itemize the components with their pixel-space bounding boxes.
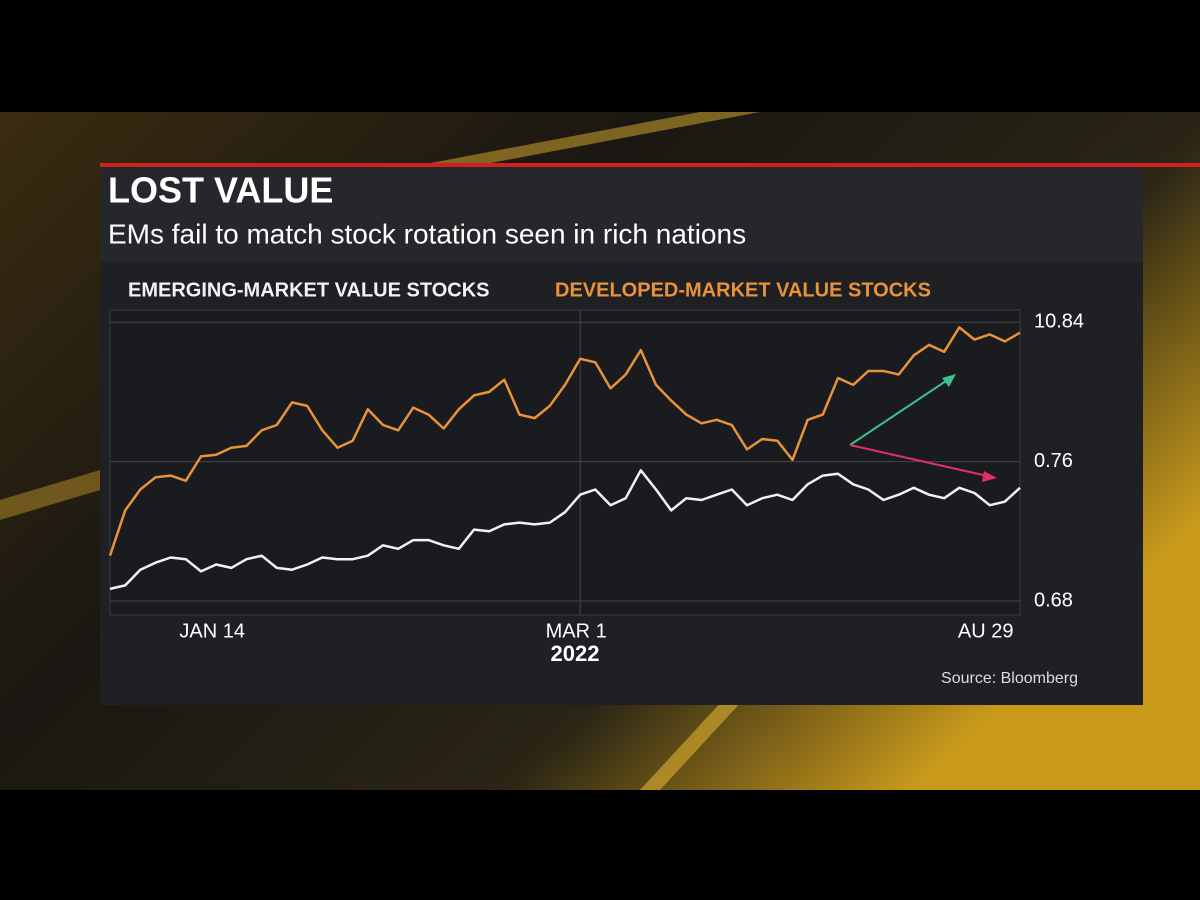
light-streak <box>420 112 760 165</box>
x-tick-label: AU 29 <box>958 620 1014 642</box>
y-tick-label: 0.68 <box>1034 589 1073 611</box>
x-tick-label: JAN 14 <box>179 620 245 642</box>
legend-entry: EMERGING-MARKET VALUE STOCKS <box>128 279 490 301</box>
plot: 0.68 0.76 10.84 JAN 14 MAR 1 AU 29 <box>108 310 1084 642</box>
series-line <box>108 326 1021 557</box>
annotation-arrows <box>849 374 997 482</box>
plot-area <box>109 309 1021 616</box>
light-streak <box>0 470 100 520</box>
series-line <box>109 469 1021 591</box>
year-label: 2022 <box>551 641 600 666</box>
legend-entry: DEVELOPED-MARKET VALUE STOCKS <box>555 279 931 301</box>
up-arrow <box>849 376 953 446</box>
down-arrow <box>849 444 993 478</box>
arrowhead <box>942 374 956 387</box>
x-tick-label: MAR 1 <box>546 620 607 642</box>
arrowhead <box>982 471 997 482</box>
y-tick-label: 0.76 <box>1034 450 1073 472</box>
title: LOST VALUE <box>108 170 333 211</box>
subtitle: EMs fail to match stock rotation seen in… <box>108 218 746 249</box>
y-tick-label: 10.84 <box>1034 310 1084 332</box>
source: Source: Bloomberg <box>941 670 1078 687</box>
red-rule <box>100 163 1200 167</box>
